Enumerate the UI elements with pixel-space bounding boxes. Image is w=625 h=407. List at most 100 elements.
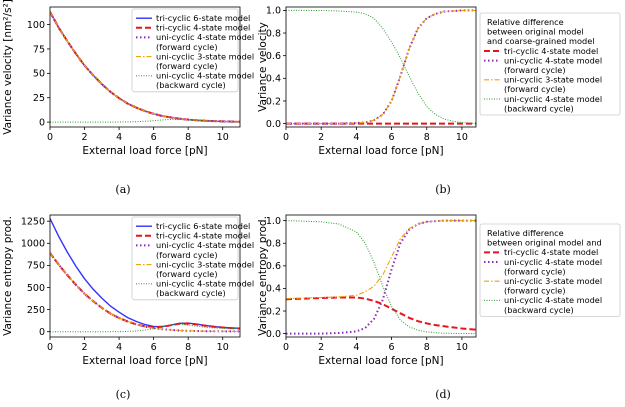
legend-label: (backward cycle) bbox=[504, 305, 574, 315]
x-tick-label: 0 bbox=[47, 132, 53, 143]
legend-label: Relative difference bbox=[487, 17, 564, 27]
caption-d: (d) bbox=[435, 388, 451, 401]
x-tick-label: 6 bbox=[389, 342, 395, 353]
y-tick-label: 100 bbox=[27, 20, 45, 31]
x-tick-label: 0 bbox=[283, 132, 289, 143]
x-tick-label: 6 bbox=[389, 132, 395, 143]
legend-label: tri-cyclic 6-state model bbox=[156, 221, 250, 231]
legend-label: uni-cyclic 4-state model bbox=[504, 257, 602, 267]
legend-label: uni-cyclic 4-state model bbox=[156, 71, 254, 81]
x-tick-label: 6 bbox=[151, 342, 157, 353]
x-tick-label: 2 bbox=[318, 132, 324, 143]
y-tick-label: 50 bbox=[33, 69, 45, 80]
legend-label: between original model and bbox=[487, 238, 602, 248]
x-tick-label: 10 bbox=[217, 342, 229, 353]
x-tick-label: 8 bbox=[424, 342, 430, 353]
legend-label: (forward cycle) bbox=[156, 269, 218, 279]
series-group bbox=[50, 11, 240, 123]
legend-box bbox=[131, 8, 239, 93]
y-tick-label: 0.6 bbox=[266, 51, 281, 62]
series-group bbox=[286, 219, 476, 335]
y-tick-label: 1250 bbox=[21, 216, 45, 227]
y-tick-label: 750 bbox=[27, 261, 45, 272]
series-line-tri4 bbox=[286, 296, 476, 331]
y-tick-label: 1.0 bbox=[266, 216, 281, 227]
caption-b: (b) bbox=[435, 183, 451, 196]
y-tick-label: 0.2 bbox=[266, 96, 281, 107]
x-tick-label: 2 bbox=[82, 132, 88, 143]
legend-label: uni-cyclic 4-state model bbox=[504, 295, 602, 305]
axes-frame bbox=[285, 6, 477, 128]
x-tick-label: 0 bbox=[47, 342, 53, 353]
x-tick-label: 10 bbox=[456, 342, 468, 353]
panel-d: 0 2 4 6 8 10 0.0 0.2 0.4 0.6 0.8 1.0 External load f… bbox=[257, 214, 621, 367]
x-axis-label: External load force [pN] bbox=[318, 355, 443, 367]
series-line-uni3 bbox=[50, 11, 240, 123]
legend-label: (forward cycle) bbox=[156, 42, 218, 52]
x-tick-label: 6 bbox=[151, 132, 157, 143]
panel-b: 0 2 4 6 8 10 0.0 0.2 0.4 0.6 0.8 1.0 External load f… bbox=[257, 6, 621, 157]
y-tick-label: 250 bbox=[27, 305, 45, 316]
y-tick-label: 0.4 bbox=[266, 284, 281, 295]
y-tick-label: 0.6 bbox=[266, 261, 281, 272]
legend-label: (forward cycle) bbox=[504, 266, 566, 276]
x-tick-label: 10 bbox=[456, 132, 468, 143]
x-axis-label: External load force [pN] bbox=[82, 145, 207, 157]
legend-label: and coarse-grained model bbox=[487, 36, 595, 46]
legend-label: uni-cyclic 3-state model bbox=[156, 259, 254, 269]
y-tick-label: 75 bbox=[33, 44, 45, 55]
y-axis-label: Variance entropy prod. bbox=[2, 216, 14, 336]
legend-label: uni-cyclic 3-state model bbox=[504, 75, 602, 85]
legend-label: (backward cycle) bbox=[504, 103, 574, 113]
legend-label: uni-cyclic 4-state model bbox=[504, 94, 602, 104]
y-tick-label: 500 bbox=[27, 283, 45, 294]
x-tick-label: 4 bbox=[353, 132, 359, 143]
x-tick-label: 4 bbox=[116, 342, 122, 353]
series-line-uni4b bbox=[50, 118, 240, 123]
axes-frame bbox=[49, 6, 241, 128]
legend-label: tri-cyclic 4-state model bbox=[504, 46, 598, 56]
legend-label: (forward cycle) bbox=[156, 61, 218, 71]
x-axis-label: External load force [pN] bbox=[82, 355, 207, 367]
x-tick-label: 10 bbox=[217, 132, 229, 143]
y-tick-label: 1000 bbox=[21, 239, 45, 250]
y-tick-label: 0 bbox=[39, 117, 45, 128]
legend-box bbox=[479, 12, 621, 116]
y-tick-label: 0 bbox=[39, 327, 45, 338]
series-line-tri6 bbox=[50, 218, 240, 329]
legend-label: tri-cyclic 4-state model bbox=[504, 247, 598, 257]
legend-label: (forward cycle) bbox=[156, 250, 218, 260]
y-axis-label: Variance velocity bbox=[257, 22, 269, 112]
legend-label: (backward cycle) bbox=[156, 80, 226, 90]
y-tick-label: 0.8 bbox=[266, 239, 281, 250]
y-tick-label: 0.4 bbox=[266, 74, 281, 85]
x-tick-label: 2 bbox=[318, 342, 324, 353]
x-tick-label: 4 bbox=[116, 132, 122, 143]
caption-c: (c) bbox=[116, 388, 131, 401]
legend-label: uni-cyclic 4-state model bbox=[156, 240, 254, 250]
series-group bbox=[286, 9, 476, 125]
legend-label: uni-cyclic 4-state model bbox=[156, 279, 254, 289]
legend-label: (forward cycle) bbox=[504, 286, 566, 296]
y-tick-label: 1.0 bbox=[266, 6, 281, 17]
legend-label: uni-cyclic 3-state model bbox=[156, 51, 254, 61]
series-line-uni4b bbox=[50, 323, 240, 333]
legend-label: (backward cycle) bbox=[156, 288, 226, 298]
legend-label: uni-cyclic 4-state model bbox=[504, 55, 602, 65]
series-line-uni4b bbox=[286, 9, 476, 125]
y-tick-label: 25 bbox=[33, 93, 45, 104]
legend-label: uni-cyclic 4-state model bbox=[156, 32, 254, 42]
series-line-uni3 bbox=[286, 9, 476, 125]
legend-label: uni-cyclic 3-state model bbox=[504, 276, 602, 286]
x-tick-label: 8 bbox=[185, 342, 191, 353]
panel-c: 0 2 4 6 8 10 0 250 500 750 1000 1250 External load f… bbox=[2, 214, 254, 367]
y-tick-label: 0.8 bbox=[266, 28, 281, 39]
x-tick-label: 8 bbox=[424, 132, 430, 143]
legend-label: between original model bbox=[487, 27, 584, 37]
x-tick-label: 2 bbox=[82, 342, 88, 353]
legend-label: tri-cyclic 4-state model bbox=[156, 231, 250, 241]
legend-box bbox=[479, 223, 621, 317]
axes-frame bbox=[285, 214, 477, 338]
legend-label: (forward cycle) bbox=[504, 84, 566, 94]
